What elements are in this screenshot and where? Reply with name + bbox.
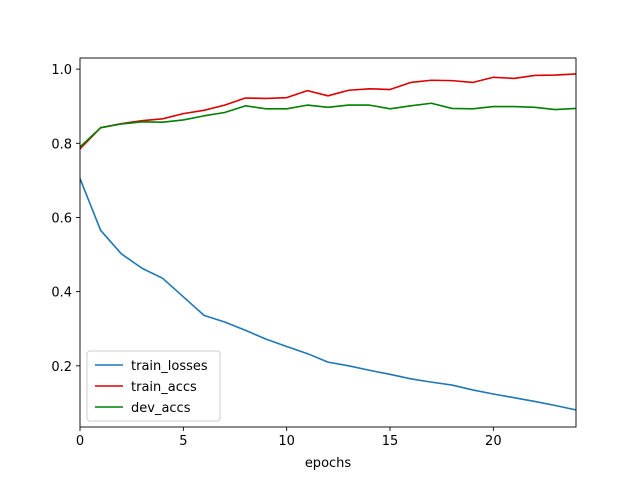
- plot-lines: [80, 73, 576, 411]
- legend-box: [86, 350, 221, 422]
- y-tick-label: 0.4: [51, 286, 72, 301]
- x-tick-label: 5: [179, 434, 187, 449]
- legend-label-dev-accs: dev_accs: [131, 401, 191, 416]
- y-tick-label: 1.0: [51, 63, 72, 78]
- legend-label-train-accs: train_accs: [131, 380, 197, 395]
- axes: [79, 57, 577, 428]
- ticks: 0 5 10 15 20 0.2 0.4 0.6 0.8 1.0: [51, 63, 501, 449]
- series-line-train-losses: [80, 177, 576, 411]
- x-axis-label: epochs: [305, 456, 352, 471]
- x-tick-label: 10: [278, 434, 295, 449]
- y-tick-label: 0.8: [51, 137, 72, 152]
- y-tick-label: 0.2: [51, 360, 72, 375]
- series-line-train-accs: [80, 73, 576, 150]
- x-tick-label: 15: [382, 434, 399, 449]
- x-tick-label: 0: [76, 434, 84, 449]
- legend-label-train-losses: train_losses: [131, 359, 208, 374]
- y-tick-label: 0.6: [51, 211, 72, 226]
- x-tick-label: 20: [485, 434, 502, 449]
- legend: train_losses train_accs dev_accs: [86, 350, 221, 422]
- series-line-dev-accs: [80, 102, 576, 149]
- axes-frame: [79, 57, 577, 428]
